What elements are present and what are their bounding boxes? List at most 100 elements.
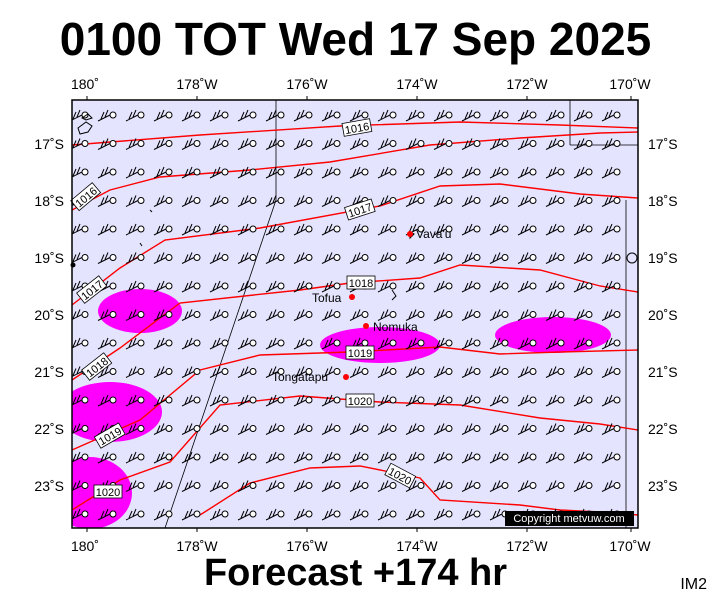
wind-barb [405,280,425,293]
wind-barb [265,138,285,150]
wind-barb [209,508,229,521]
wind-barb [545,480,565,492]
wind-barb [153,280,173,293]
wind-barb [321,138,341,150]
wind-barb [489,451,509,464]
wind-barb [405,366,425,378]
wind-barb [153,480,173,492]
wind-barb [321,337,341,350]
wind-barb [293,394,313,407]
place-name: Vava'u [416,227,451,241]
wind-barb [237,252,257,264]
wind-barb [461,451,481,464]
wind-barb [237,394,257,407]
wind-barb [72,223,89,235]
lon-label: 172˚W [506,538,548,554]
wind-barb [433,195,453,207]
wind-barb [209,480,229,492]
wind-barb [72,166,89,178]
place-marker [407,231,413,237]
wind-barb [545,223,565,236]
wind-barb [545,337,565,350]
wind-barb [517,223,537,236]
wind-barb [405,309,425,321]
wind-barb [97,109,117,122]
wind-barb [405,166,425,179]
wind-barb [153,109,173,122]
wind-barb [573,366,593,378]
wind-barb [265,166,285,179]
wind-barbs [72,109,621,521]
lon-label: 174˚W [396,76,438,92]
wind-barb [72,337,89,349]
lon-label: 176˚W [286,76,328,92]
wind-barb [321,252,341,264]
wind-barb [265,223,285,236]
wind-barb [377,337,397,350]
lat-label: 21˚S [34,364,64,380]
wind-barb [377,195,397,207]
wind-barb [601,166,621,179]
wind-barb [377,109,397,122]
wind-barb [265,280,285,293]
wind-barb [377,480,397,492]
place-marker [363,323,369,329]
copyright-text: Copyright metvuw.com [513,513,624,525]
wind-barb [377,223,397,236]
wind-barb [72,309,89,321]
right-latitude-labels: 17˚S 18˚S 19˚S 20˚S 21˚S 22˚S 23˚S [648,136,678,494]
wind-barb [97,252,117,264]
wind-barb [545,109,565,122]
wind-barb [293,337,313,350]
wind-barb [433,451,453,464]
wind-barb [293,366,313,378]
wind-barb [153,195,173,207]
wind-barb [321,280,341,293]
isobar-labels: 1016 1016 1017 1017 1018 1018 1019 1019 [70,118,417,499]
wind-barb [461,337,481,350]
wind-barb [265,508,285,521]
forecast-hour: Forecast +174 hr [203,552,508,594]
wind-barb [209,166,229,179]
isobar-label: 1020 [96,487,120,499]
wind-barb [72,451,89,463]
wind-barb [405,195,425,207]
wind-barb [181,109,201,122]
wind-barb [461,423,481,435]
wind-barb [489,280,509,293]
wind-barb [349,252,369,264]
wind-barb [517,480,537,492]
wind-barb [153,138,173,150]
wind-barb [125,366,145,378]
wind-barb [573,480,593,492]
wind-barb [377,366,397,378]
wind-barb [293,480,313,492]
lon-label: 178˚W [176,538,218,554]
wind-barb [237,451,257,464]
wind-barb [321,451,341,464]
wind-barb [349,423,369,435]
wind-barb [545,166,565,179]
wind-barb [293,280,313,293]
wind-barb [433,309,453,321]
wind-barb [377,508,397,521]
wind-barb [433,109,453,122]
wind-barb [125,480,145,492]
wind-barb [601,280,621,293]
wind-barb [489,195,509,207]
place-marker [349,294,355,300]
wind-barb [377,451,397,464]
lat-label: 22˚S [34,421,64,437]
wind-barb [237,337,257,350]
wind-barb [209,337,229,350]
wind-barb [601,451,621,464]
lat-label: 17˚S [34,136,64,152]
wind-barb [293,252,313,264]
wind-barb [433,337,453,350]
wind-barb [321,109,341,122]
wind-barb [601,138,621,150]
wind-barb [181,451,201,464]
wind-barb [601,109,621,122]
isobar-label: 1016 [344,121,370,137]
wind-barb [377,423,397,435]
